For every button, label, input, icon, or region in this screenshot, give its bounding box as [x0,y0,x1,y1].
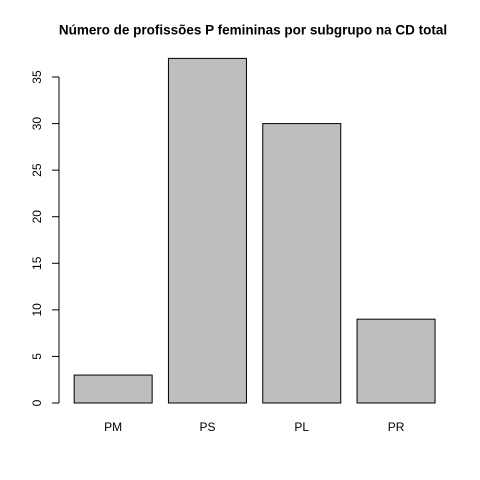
bar [356,318,436,404]
x-tick-label: PS [199,420,215,434]
y-tick-label: 5 [30,353,44,360]
y-tick-label: 10 [30,303,44,317]
y-tick-label: 20 [30,210,44,224]
x-tick-label: PL [294,420,309,434]
bar [73,374,153,404]
bar [167,57,247,404]
bar [262,123,342,404]
x-tick-label: PR [388,420,405,434]
y-tick-label: 15 [30,256,44,270]
y-tick-label: 25 [30,163,44,177]
y-tick-label: 35 [30,70,44,84]
y-tick-label: 0 [30,399,44,406]
x-tick-label: PM [104,420,122,434]
chart-title: Número de profissões P femininas por sub… [59,23,447,38]
y-tick-label: 30 [30,117,44,131]
